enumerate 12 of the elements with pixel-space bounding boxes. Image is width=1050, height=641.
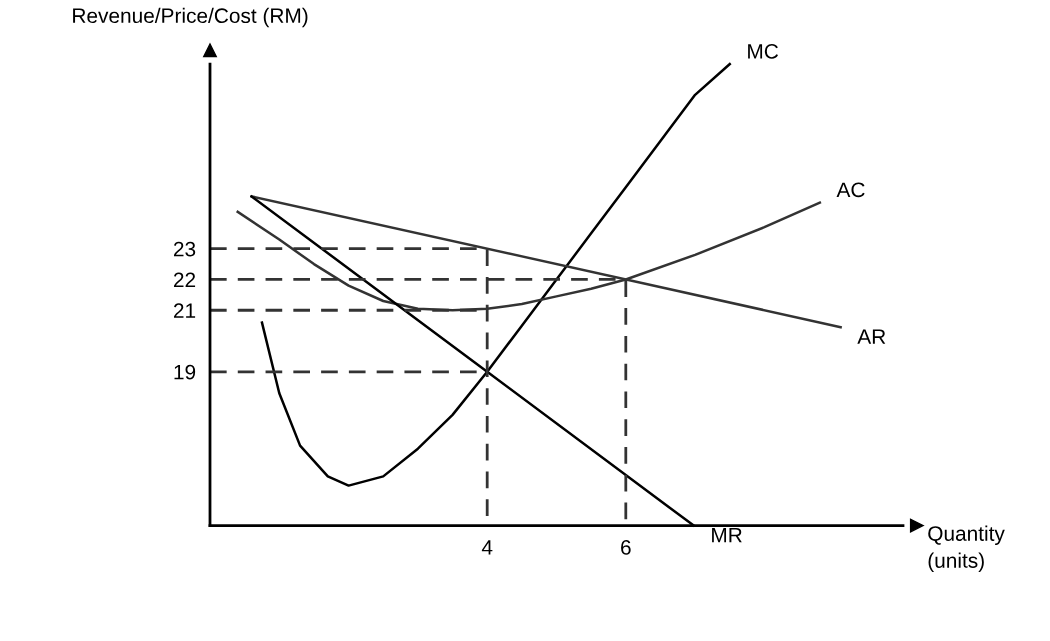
y-axis-title: Revenue/Price/Cost (RM) <box>73 7 308 28</box>
series-label: AR <box>857 329 886 344</box>
x-tick-label: 6 <box>621 540 631 555</box>
y-tick-label: 21 <box>173 303 196 318</box>
x-axis-title: Quantity (units) <box>928 525 1005 572</box>
y-tick-label: 23 <box>173 241 196 257</box>
y-tick-label: 19 <box>174 364 196 380</box>
series-label: AC <box>836 182 865 198</box>
series-label: MR <box>712 527 742 543</box>
x-tick-label: 4 <box>481 540 493 555</box>
y-tick-label: 22 <box>173 272 196 288</box>
series-label: MC <box>748 44 779 59</box>
